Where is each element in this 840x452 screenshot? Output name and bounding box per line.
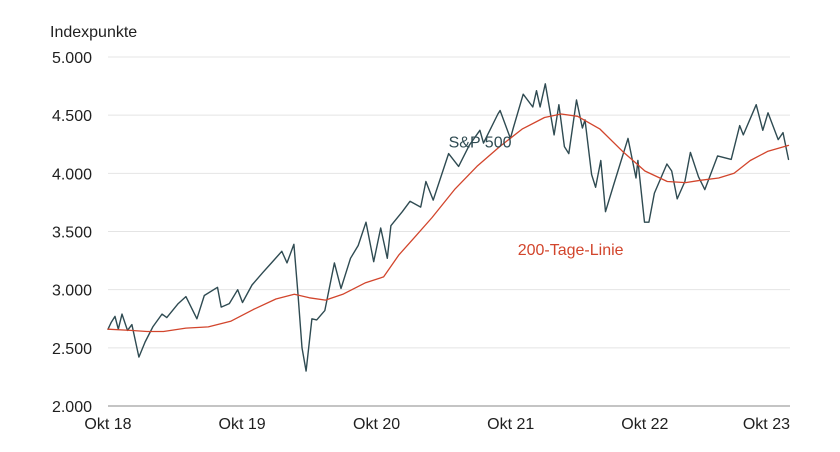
sp500-label: S&P 500 <box>449 135 512 152</box>
sp500-line <box>107 83 790 372</box>
x-tick-label: Okt 21 <box>487 416 534 433</box>
series <box>107 83 790 372</box>
series-labels: S&P 500 200-Tage-Linie <box>449 135 624 259</box>
y-tick-label: 4.000 <box>52 166 92 183</box>
y-tick-label: 2.000 <box>52 399 92 416</box>
x-tick-label: Okt 20 <box>353 416 400 433</box>
y-tick-label: 4.500 <box>52 108 92 125</box>
y-tick-label: 5.000 <box>52 50 92 67</box>
x-tick-label: Okt 18 <box>84 416 131 433</box>
x-tick-label: Okt 19 <box>219 416 266 433</box>
x-tick-label: Okt 23 <box>743 416 790 433</box>
y-tick-label: 3.500 <box>52 225 92 242</box>
y-tick-label: 2.500 <box>52 341 92 358</box>
y-axis-title: Indexpunkte <box>50 24 137 41</box>
x-axis: Okt 18 Okt 19 Okt 20 Okt 21 Okt 22 Okt 23 <box>84 416 790 433</box>
ma200-line <box>107 113 790 333</box>
gridlines <box>108 56 790 407</box>
y-axis: 2.000 2.500 3.000 3.500 4.000 4.500 5.000 <box>52 50 92 416</box>
x-tick-label: Okt 22 <box>621 416 668 433</box>
y-tick-label: 3.000 <box>52 283 92 300</box>
ma200-label: 200-Tage-Linie <box>518 242 624 259</box>
